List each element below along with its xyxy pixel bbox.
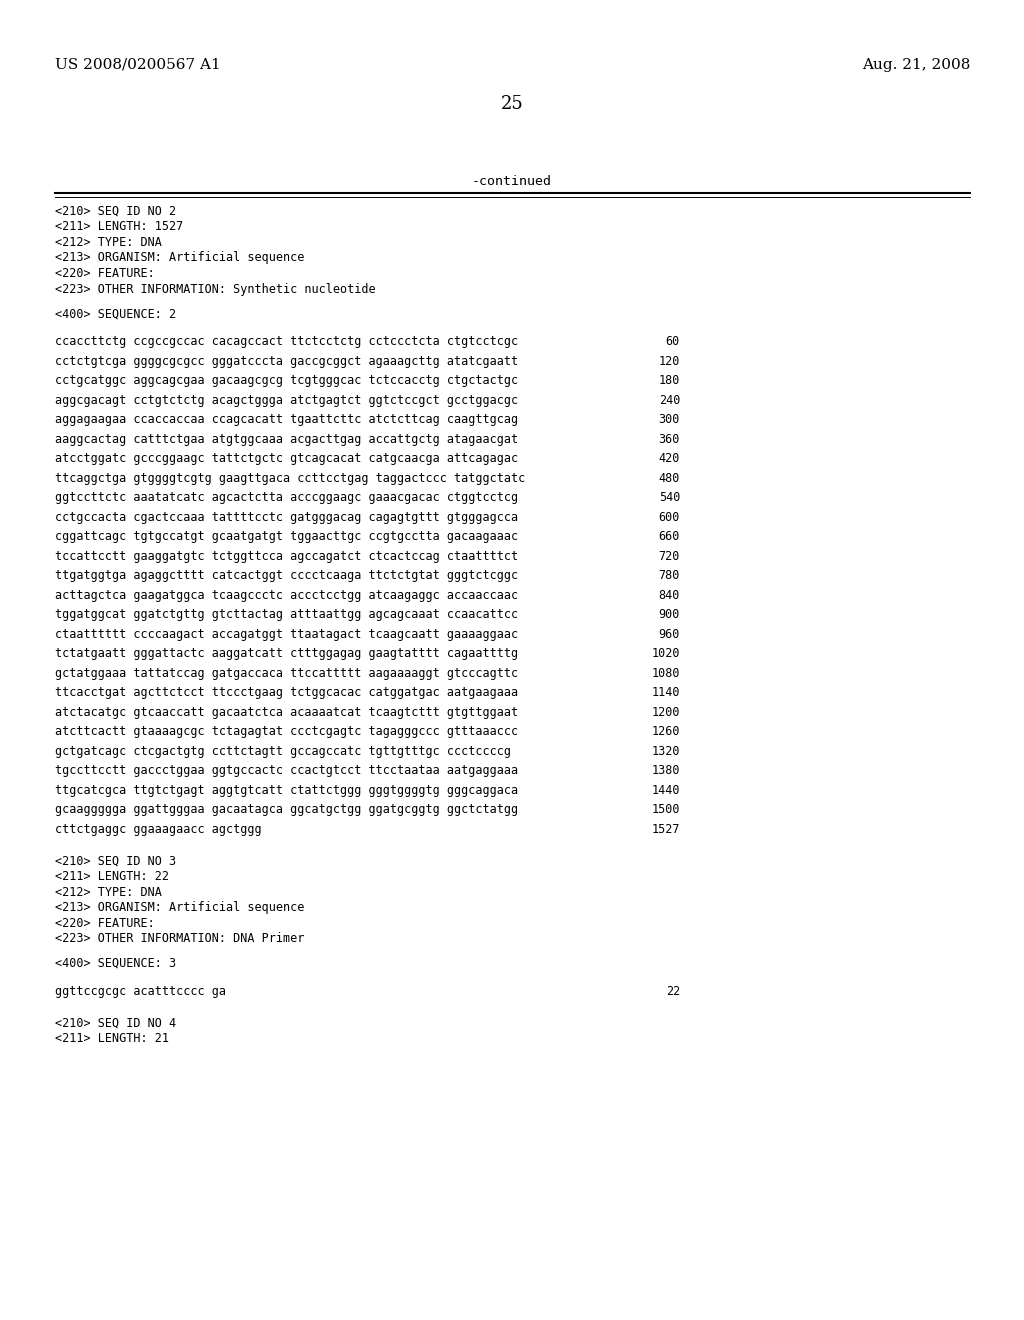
- Text: cctctgtcga ggggcgcgcc gggatcccta gaccgcggct agaaagcttg atatcgaatt: cctctgtcga ggggcgcgcc gggatcccta gaccgcg…: [55, 355, 518, 368]
- Text: <211> LENGTH: 21: <211> LENGTH: 21: [55, 1032, 169, 1045]
- Text: cctgccacta cgactccaaa tattttcctc gatgggacag cagagtgttt gtgggagcca: cctgccacta cgactccaaa tattttcctc gatggga…: [55, 511, 518, 524]
- Text: 960: 960: [658, 628, 680, 640]
- Text: ccaccttctg ccgccgccac cacagccact ttctcctctg cctccctcta ctgtcctcgc: ccaccttctg ccgccgccac cacagccact ttctcct…: [55, 335, 518, 348]
- Text: 1527: 1527: [651, 822, 680, 836]
- Text: ctaatttttt ccccaagact accagatggt ttaatagact tcaagcaatt gaaaaggaac: ctaatttttt ccccaagact accagatggt ttaatag…: [55, 628, 518, 640]
- Text: 180: 180: [658, 374, 680, 387]
- Text: <210> SEQ ID NO 4: <210> SEQ ID NO 4: [55, 1016, 176, 1030]
- Text: <400> SEQUENCE: 2: <400> SEQUENCE: 2: [55, 308, 176, 321]
- Text: 60: 60: [666, 335, 680, 348]
- Text: 900: 900: [658, 609, 680, 622]
- Text: 120: 120: [658, 355, 680, 368]
- Text: cggattcagc tgtgccatgt gcaatgatgt tggaacttgc ccgtgcctta gacaagaaac: cggattcagc tgtgccatgt gcaatgatgt tggaact…: [55, 531, 518, 544]
- Text: 720: 720: [658, 549, 680, 562]
- Text: 1440: 1440: [651, 784, 680, 797]
- Text: tctatgaatt gggattactc aaggatcatt ctttggagag gaagtatttt cagaattttg: tctatgaatt gggattactc aaggatcatt ctttgga…: [55, 647, 518, 660]
- Text: gctgatcagc ctcgactgtg ccttctagtt gccagccatc tgttgtttgc ccctccccg: gctgatcagc ctcgactgtg ccttctagtt gccagcc…: [55, 744, 511, 758]
- Text: atcctggatc gcccggaagc tattctgctc gtcagcacat catgcaacga attcagagac: atcctggatc gcccggaagc tattctgctc gtcagca…: [55, 453, 518, 465]
- Text: atctacatgc gtcaaccatt gacaatctca acaaaatcat tcaagtcttt gtgttggaat: atctacatgc gtcaaccatt gacaatctca acaaaat…: [55, 706, 518, 718]
- Text: gcaaggggga ggattgggaa gacaatagca ggcatgctgg ggatgcggtg ggctctatgg: gcaaggggga ggattgggaa gacaatagca ggcatgc…: [55, 803, 518, 816]
- Text: <210> SEQ ID NO 3: <210> SEQ ID NO 3: [55, 854, 176, 867]
- Text: aggcgacagt cctgtctctg acagctggga atctgagtct ggtctccgct gcctggacgc: aggcgacagt cctgtctctg acagctggga atctgag…: [55, 393, 518, 407]
- Text: 240: 240: [658, 393, 680, 407]
- Text: 420: 420: [658, 453, 680, 465]
- Text: 1020: 1020: [651, 647, 680, 660]
- Text: 360: 360: [658, 433, 680, 446]
- Text: acttagctca gaagatggca tcaagccctc accctcctgg atcaagaggc accaaccaac: acttagctca gaagatggca tcaagccctc accctcc…: [55, 589, 518, 602]
- Text: atcttcactt gtaaaagcgc tctagagtat ccctcgagtc tagagggccc gtttaaaccc: atcttcactt gtaaaagcgc tctagagtat ccctcga…: [55, 725, 518, 738]
- Text: tccattcctt gaaggatgtc tctggttcca agccagatct ctcactccag ctaattttct: tccattcctt gaaggatgtc tctggttcca agccaga…: [55, 549, 518, 562]
- Text: <400> SEQUENCE: 3: <400> SEQUENCE: 3: [55, 957, 176, 970]
- Text: <213> ORGANISM: Artificial sequence: <213> ORGANISM: Artificial sequence: [55, 902, 304, 913]
- Text: cctgcatggc aggcagcgaa gacaagcgcg tcgtgggcac tctccacctg ctgctactgc: cctgcatggc aggcagcgaa gacaagcgcg tcgtggg…: [55, 374, 518, 387]
- Text: 1200: 1200: [651, 706, 680, 718]
- Text: <211> LENGTH: 22: <211> LENGTH: 22: [55, 870, 169, 883]
- Text: 25: 25: [501, 95, 523, 114]
- Text: 1500: 1500: [651, 803, 680, 816]
- Text: 300: 300: [658, 413, 680, 426]
- Text: 840: 840: [658, 589, 680, 602]
- Text: <210> SEQ ID NO 2: <210> SEQ ID NO 2: [55, 205, 176, 218]
- Text: Aug. 21, 2008: Aug. 21, 2008: [861, 58, 970, 73]
- Text: aaggcactag catttctgaa atgtggcaaa acgacttgag accattgctg atagaacgat: aaggcactag catttctgaa atgtggcaaa acgactt…: [55, 433, 518, 446]
- Text: tggatggcat ggatctgttg gtcttactag atttaattgg agcagcaaat ccaacattcc: tggatggcat ggatctgttg gtcttactag atttaat…: [55, 609, 518, 622]
- Text: US 2008/0200567 A1: US 2008/0200567 A1: [55, 58, 221, 73]
- Text: <211> LENGTH: 1527: <211> LENGTH: 1527: [55, 220, 183, 234]
- Text: <220> FEATURE:: <220> FEATURE:: [55, 916, 155, 929]
- Text: <212> TYPE: DNA: <212> TYPE: DNA: [55, 886, 162, 899]
- Text: -continued: -continued: [472, 176, 552, 187]
- Text: 600: 600: [658, 511, 680, 524]
- Text: gctatggaaa tattatccag gatgaccaca ttccattttt aagaaaaggt gtcccagttc: gctatggaaa tattatccag gatgaccaca ttccatt…: [55, 667, 518, 680]
- Text: aggagaagaa ccaccaccaa ccagcacatt tgaattcttc atctcttcag caagttgcag: aggagaagaa ccaccaccaa ccagcacatt tgaattc…: [55, 413, 518, 426]
- Text: ttgatggtga agaggctttt catcactggt cccctcaaga ttctctgtat gggtctcggc: ttgatggtga agaggctttt catcactggt cccctca…: [55, 569, 518, 582]
- Text: cttctgaggc ggaaagaacc agctggg: cttctgaggc ggaaagaacc agctggg: [55, 822, 261, 836]
- Text: <223> OTHER INFORMATION: Synthetic nucleotide: <223> OTHER INFORMATION: Synthetic nucle…: [55, 282, 376, 296]
- Text: ttcaggctga gtggggtcgtg gaagttgaca ccttcctgag taggactccc tatggctatc: ttcaggctga gtggggtcgtg gaagttgaca ccttcc…: [55, 471, 525, 484]
- Text: 22: 22: [666, 985, 680, 998]
- Text: 1260: 1260: [651, 725, 680, 738]
- Text: 480: 480: [658, 471, 680, 484]
- Text: 1140: 1140: [651, 686, 680, 700]
- Text: ttcacctgat agcttctcct ttccctgaag tctggcacac catggatgac aatgaagaaa: ttcacctgat agcttctcct ttccctgaag tctggca…: [55, 686, 518, 700]
- Text: <212> TYPE: DNA: <212> TYPE: DNA: [55, 236, 162, 249]
- Text: <223> OTHER INFORMATION: DNA Primer: <223> OTHER INFORMATION: DNA Primer: [55, 932, 304, 945]
- Text: 1320: 1320: [651, 744, 680, 758]
- Text: 780: 780: [658, 569, 680, 582]
- Text: ggttccgcgc acatttcccc ga: ggttccgcgc acatttcccc ga: [55, 985, 226, 998]
- Text: ttgcatcgca ttgtctgagt aggtgtcatt ctattctggg gggtggggtg gggcaggaca: ttgcatcgca ttgtctgagt aggtgtcatt ctattct…: [55, 784, 518, 797]
- Text: 660: 660: [658, 531, 680, 544]
- Text: <213> ORGANISM: Artificial sequence: <213> ORGANISM: Artificial sequence: [55, 252, 304, 264]
- Text: <220> FEATURE:: <220> FEATURE:: [55, 267, 155, 280]
- Text: tgccttcctt gaccctggaa ggtgccactc ccactgtcct ttcctaataa aatgaggaaa: tgccttcctt gaccctggaa ggtgccactc ccactgt…: [55, 764, 518, 777]
- Text: 1380: 1380: [651, 764, 680, 777]
- Text: 540: 540: [658, 491, 680, 504]
- Text: ggtccttctc aaatatcatc agcactctta acccggaagc gaaacgacac ctggtcctcg: ggtccttctc aaatatcatc agcactctta acccgga…: [55, 491, 518, 504]
- Text: 1080: 1080: [651, 667, 680, 680]
